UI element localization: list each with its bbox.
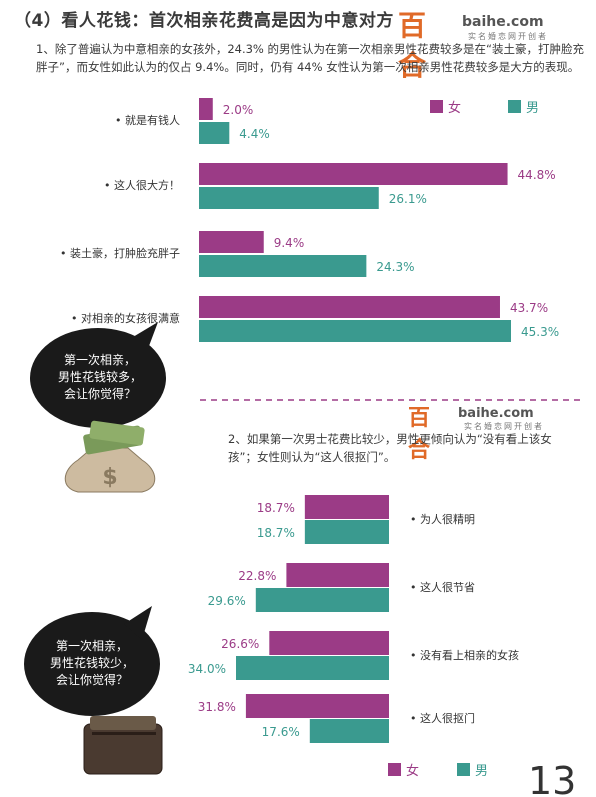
data-label: 43.7% <box>510 301 548 315</box>
bar-female <box>286 563 389 587</box>
bubble-line: 会让你觉得？ <box>64 386 136 401</box>
bar-female <box>245 694 389 718</box>
data-label: 26.1% <box>389 192 427 206</box>
legend-label: 男 <box>526 101 539 116</box>
chart-men-spend-more: • 就是有钱人 2.0% 4.4% • 这人很大方！ 44.8% 26.1% • 装土豪，打… <box>60 98 559 342</box>
chart-men-spend-less: • 为人很精明 18.7% 18.7% • 这人很节省 22.8% 29.6% • 没有看上… <box>188 495 519 779</box>
page-number: 13 <box>528 759 576 797</box>
logo-glyph: 百合 <box>408 406 431 463</box>
legend-chart2: 女男 <box>388 763 488 779</box>
data-label: 18.7% <box>257 526 295 540</box>
section1-text: 1、除了普遍认为中意相亲的女孩外，24.3% 的男性认为在第一次相亲男性花费较多… <box>36 42 584 74</box>
category-label: • 装土豪，打肿脸充胖子 <box>60 246 180 260</box>
data-label: 26.6% <box>221 637 259 651</box>
legend-label: 男 <box>475 764 488 779</box>
category-label: • 这人很节省 <box>410 580 475 594</box>
logo-site: baihe.com <box>458 406 534 421</box>
bubble-line: 第一次相亲， <box>56 639 128 653</box>
wallet-icon <box>83 716 163 775</box>
bar-male <box>199 255 367 277</box>
category-label: • 没有看上相亲的女孩 <box>410 648 519 662</box>
legend-swatch <box>388 763 401 776</box>
category-label: • 为人很精明 <box>410 512 475 526</box>
bubble-tail <box>128 322 158 354</box>
bar-male <box>255 588 389 612</box>
logo-glyph: 百合 <box>398 9 427 82</box>
data-label: 34.0% <box>188 662 226 676</box>
svg-text:$: $ <box>102 465 117 490</box>
data-label: 9.4% <box>274 236 305 250</box>
logo-site: baihe.com <box>462 14 544 30</box>
bubble-line: 会让你觉得？ <box>56 672 128 687</box>
speech-bubble-2: 第一次相亲， 男性花钱较少， 会让你觉得？ <box>24 606 160 716</box>
data-label: 2.0% <box>223 103 254 117</box>
bar-male <box>304 520 389 544</box>
legend-swatch <box>430 100 443 113</box>
bar-male <box>309 719 389 743</box>
bubble-line: 男性花钱较多， <box>58 369 142 384</box>
bar-female <box>304 495 389 519</box>
bar-female <box>199 98 213 120</box>
section2-text: 2、如果第一次男士花费比较少，男性更倾向认为“没有看上该女孩”；女性则认为“这人… <box>228 432 552 464</box>
bar-male <box>199 187 379 209</box>
bubble-tail <box>124 606 152 640</box>
bar-male <box>199 320 511 342</box>
bar-male <box>236 656 389 680</box>
logo-tagline: 实名婚恋网开创者 <box>468 32 548 41</box>
data-label: 17.6% <box>262 725 300 739</box>
data-label: 31.8% <box>198 700 236 714</box>
data-label: 22.8% <box>238 569 276 583</box>
data-label: 29.6% <box>208 594 246 608</box>
bar-female <box>199 231 264 253</box>
data-label: 24.3% <box>376 260 414 274</box>
page-heading: （4）看人花钱：首次相亲花费高是因为中意对方 <box>14 11 394 31</box>
legend-swatch <box>508 100 521 113</box>
money-bag-icon: $ <box>64 420 156 493</box>
bar-female <box>199 296 500 318</box>
category-label: • 对相亲的女孩很满意 <box>71 311 180 325</box>
data-label: 18.7% <box>257 501 295 515</box>
speech-bubble-1: 第一次相亲， 男性花钱较多， 会让你觉得？ <box>30 322 166 428</box>
data-label: 4.4% <box>239 127 269 141</box>
data-label: 45.3% <box>521 325 559 339</box>
bar-female <box>199 163 508 185</box>
bubble-line: 男性花钱较少， <box>50 655 134 670</box>
category-label: • 这人很抠门 <box>410 711 475 725</box>
bar-male <box>199 122 230 144</box>
data-label: 44.8% <box>518 168 556 182</box>
category-label: • 就是有钱人 <box>115 113 180 127</box>
bubble-shape <box>30 328 166 428</box>
bubble-line: 第一次相亲， <box>64 353 136 367</box>
logo-tagline: 实名婚恋网开创者 <box>464 422 544 431</box>
legend-label: 女 <box>406 763 419 779</box>
bubble-shape <box>24 612 160 716</box>
legend-swatch <box>457 763 470 776</box>
category-label: • 这人很大方！ <box>104 178 180 192</box>
legend-label: 女 <box>448 100 461 116</box>
legend-chart1: 女男 <box>430 100 539 116</box>
bar-female <box>269 631 389 655</box>
